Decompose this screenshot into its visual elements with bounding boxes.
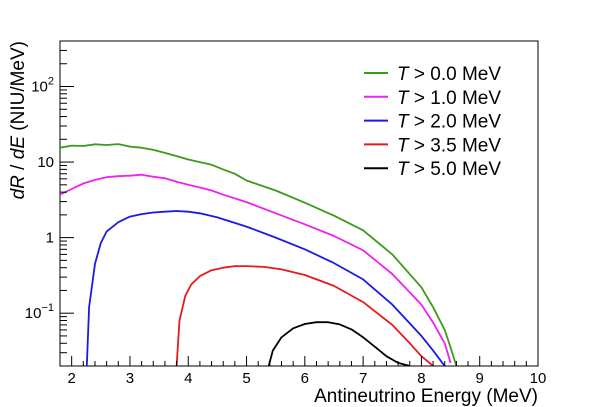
series-line-2	[85, 210, 446, 366]
x-tick-label: 9	[476, 370, 484, 387]
legend-label-2: T > 2.0 MeV	[397, 112, 501, 133]
x-tick-label: 8	[417, 370, 425, 387]
y-tick-label: 1	[46, 230, 54, 247]
y-axis-title: dR / dE (NIU/MeV)	[8, 41, 29, 199]
legend-label-0: T > 0.0 MeV	[397, 64, 501, 85]
plot-area-border	[59, 40, 539, 367]
x-tick-label: 10	[530, 370, 547, 387]
series-line-0	[60, 143, 458, 366]
plot-frame	[59, 40, 539, 367]
y-tick-label: 102	[31, 75, 54, 95]
y-tick-label: 10−1	[25, 302, 54, 322]
x-tick-label: 4	[184, 370, 192, 387]
x-tick-label: 5	[242, 370, 250, 387]
legend-label-3: T > 3.5 MeV	[397, 135, 501, 156]
series-line-4	[267, 321, 411, 366]
x-tick-label: 6	[301, 370, 309, 387]
x-tick-label: 3	[126, 370, 134, 387]
x-axis: 2 3 4 5 6 7 8 9 10	[59, 356, 547, 387]
series-line-3	[175, 265, 434, 366]
legend-label-4: T > 5.0 MeV	[397, 159, 501, 180]
x-tick-label: 2	[67, 370, 75, 387]
y-axis: 10−1 1 10 102	[25, 40, 74, 367]
series-line-1	[60, 173, 452, 364]
x-axis-title: Antineutrino Energy (MeV)	[314, 386, 538, 407]
y-tick-label: 10	[37, 154, 54, 171]
series-layer	[60, 143, 458, 366]
x-tick-label: 7	[359, 370, 367, 387]
legend-label-1: T > 1.0 MeV	[397, 88, 501, 109]
